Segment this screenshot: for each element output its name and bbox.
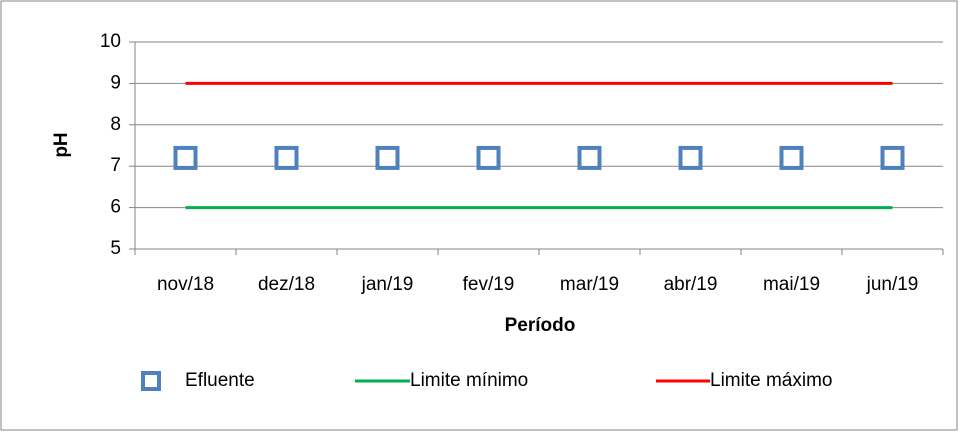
y-axis-label: pH: [51, 132, 72, 157]
x-tick-label: dez/18: [258, 274, 315, 295]
series-marker: [678, 145, 703, 170]
series-marker: [476, 145, 501, 170]
x-tick-label: nov/18: [157, 274, 214, 295]
legend-marker: [141, 371, 161, 391]
x-tick-label: jan/19: [361, 274, 414, 295]
legend-label: Limite mínimo: [410, 370, 528, 391]
x-tick-label: fev/19: [463, 274, 515, 295]
y-tick-label: 6: [110, 197, 121, 218]
legend-label: Efluente: [185, 370, 255, 391]
series-marker: [274, 145, 299, 170]
x-tick-label: abr/19: [664, 274, 718, 295]
y-tick-label: 10: [100, 31, 121, 52]
series-marker: [577, 145, 602, 170]
x-axis-label: Período: [505, 315, 576, 336]
y-tick-label: 8: [110, 114, 121, 135]
series-marker: [375, 145, 400, 170]
legend-label: Limite máximo: [710, 370, 832, 391]
series-marker: [779, 145, 804, 170]
x-tick-label: jun/19: [866, 274, 919, 295]
x-tick-label: mai/19: [763, 274, 820, 295]
x-tick-label: mar/19: [560, 274, 619, 295]
y-tick-label: 9: [110, 72, 121, 93]
series-marker: [173, 145, 198, 170]
y-tick-label: 7: [110, 155, 121, 176]
series-marker: [880, 145, 905, 170]
y-tick-label: 5: [110, 238, 121, 259]
